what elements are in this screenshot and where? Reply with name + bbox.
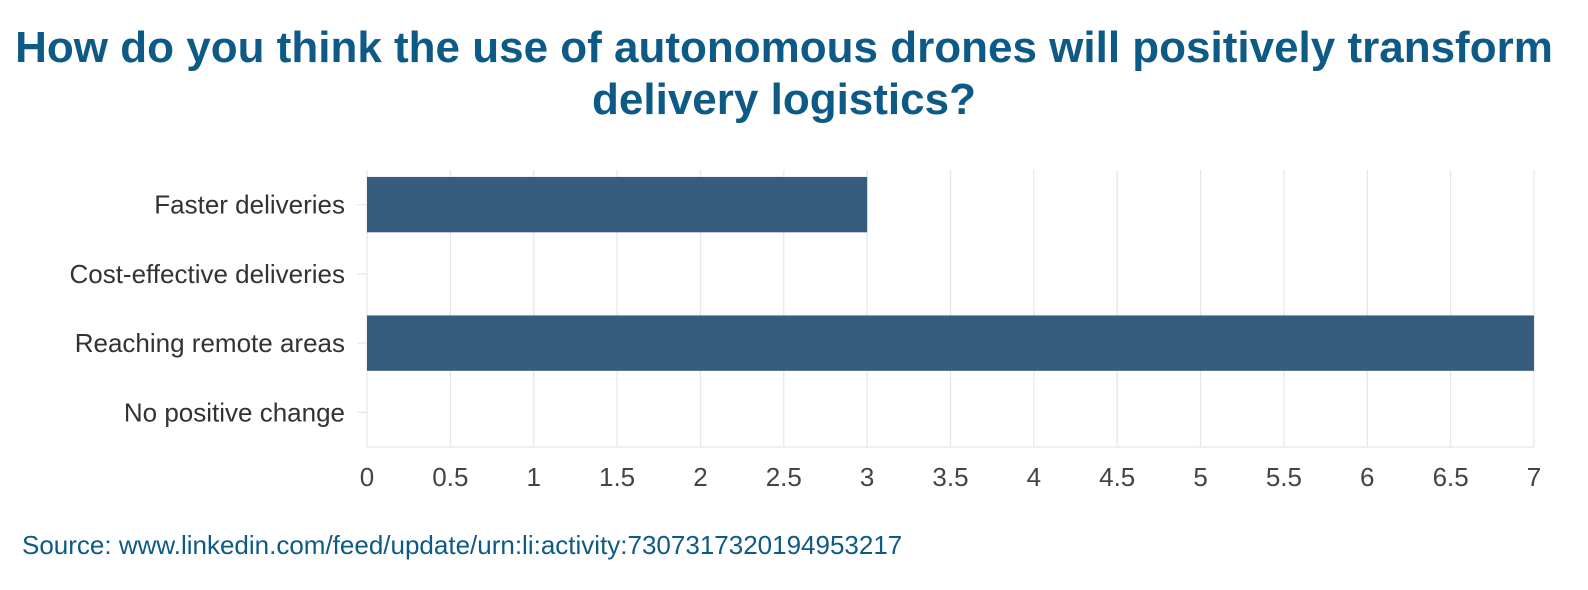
x-tick-label: 1: [526, 462, 540, 492]
bar: [367, 176, 868, 233]
x-tick-label: 6.5: [1433, 462, 1469, 492]
x-tick-label: 2: [693, 462, 707, 492]
bar-chart: Faster deliveries Cost-effective deliveri…: [69, 170, 1541, 492]
chart-title: How do you think the use of autonomous d…: [15, 23, 1553, 124]
x-tick-label: 2.5: [766, 462, 802, 492]
x-axis-tick-labels: 0 0.5 1 1.5 2 2.5 3 3.5 4 4.5 5 5.5 6 6.5 7: [360, 462, 1541, 492]
x-tick-label: 4.5: [1099, 462, 1135, 492]
bar: [367, 315, 1534, 371]
x-tick-label: 4: [1027, 462, 1041, 492]
category-label: Faster deliveries: [154, 190, 345, 220]
category-labels: Faster deliveries Cost-effective deliveri…: [69, 190, 345, 428]
category-label: Cost-effective deliveries: [69, 259, 345, 289]
x-tick-label: 5: [1193, 462, 1207, 492]
source-text: Source: www.linkedin.com/feed/update/urn…: [22, 530, 903, 560]
category-label: No positive change: [124, 397, 345, 427]
x-tick-label: 1.5: [599, 462, 635, 492]
category-label: Reaching remote areas: [75, 328, 345, 358]
x-tick-label: 0.5: [432, 462, 468, 492]
x-tick-label: 5.5: [1266, 462, 1302, 492]
x-tick-label: 0: [360, 462, 374, 492]
x-tick-label: 3.5: [932, 462, 968, 492]
x-tick-label: 6: [1360, 462, 1374, 492]
x-tick-label: 7: [1527, 462, 1541, 492]
x-tick-label: 3: [860, 462, 874, 492]
bars: [367, 176, 1534, 371]
